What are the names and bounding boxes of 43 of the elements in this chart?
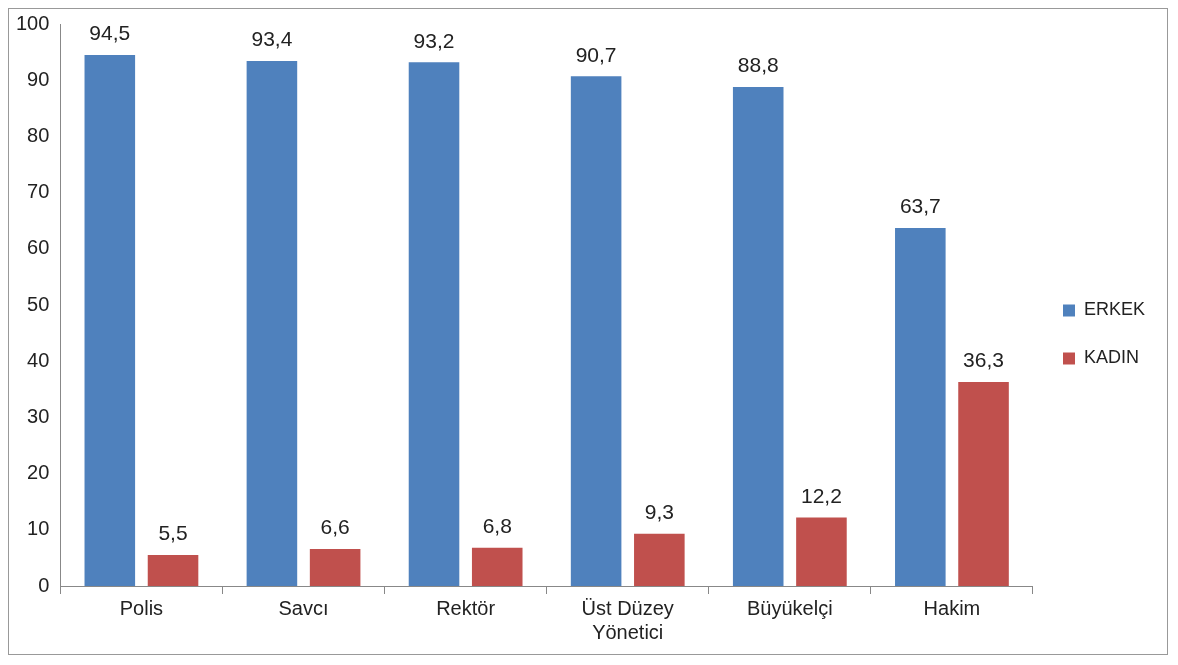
data-label: 94,5 <box>89 21 131 45</box>
y-tick-label: 80 <box>27 123 50 146</box>
bar <box>147 555 199 586</box>
x-tick-label: Savcı <box>278 596 329 619</box>
x-tick-label: Rektör <box>436 596 496 619</box>
data-label: 88,8 <box>737 53 779 77</box>
y-tick-label: 70 <box>27 180 50 203</box>
bar <box>471 547 523 586</box>
x-tick-label: Polis <box>119 596 164 619</box>
data-label: 9,3 <box>644 500 674 524</box>
y-tick-label: 100 <box>15 11 50 34</box>
data-label: 36,3 <box>963 348 1004 372</box>
bar <box>958 381 1009 586</box>
legend-label: KADIN <box>1083 347 1139 368</box>
bar <box>732 86 784 586</box>
y-tick-label: 20 <box>27 461 50 484</box>
bar <box>796 517 847 586</box>
data-label: 63,7 <box>899 194 941 218</box>
y-tick-label: 90 <box>27 67 50 90</box>
data-label: 6,6 <box>320 515 350 539</box>
bar <box>634 533 685 586</box>
bar <box>408 62 460 586</box>
y-tick-label: 60 <box>27 236 50 259</box>
bar <box>895 228 946 586</box>
data-label: 90,7 <box>575 42 617 66</box>
y-tick-label: 10 <box>27 517 50 540</box>
bar <box>246 61 298 586</box>
y-tick-label: 40 <box>27 348 50 371</box>
data-label: 6,8 <box>482 514 512 538</box>
bar <box>570 76 622 586</box>
x-tick-label: Üst Düzey Yönetici <box>581 596 674 643</box>
x-tick-label: Hakim <box>923 596 981 619</box>
data-label: 93,2 <box>413 28 455 52</box>
bar <box>84 54 136 586</box>
legend-label: ERKEK <box>1083 299 1146 320</box>
y-tick-label: 0 <box>38 573 50 596</box>
data-label: 93,4 <box>251 27 293 51</box>
data-label: 5,5 <box>158 521 188 545</box>
data-label: 12,2 <box>801 483 842 507</box>
y-tick-label: 30 <box>27 404 50 427</box>
y-tick-label: 50 <box>27 292 50 315</box>
bar <box>309 548 361 586</box>
x-tick-label: Büyükelçi <box>747 596 833 619</box>
